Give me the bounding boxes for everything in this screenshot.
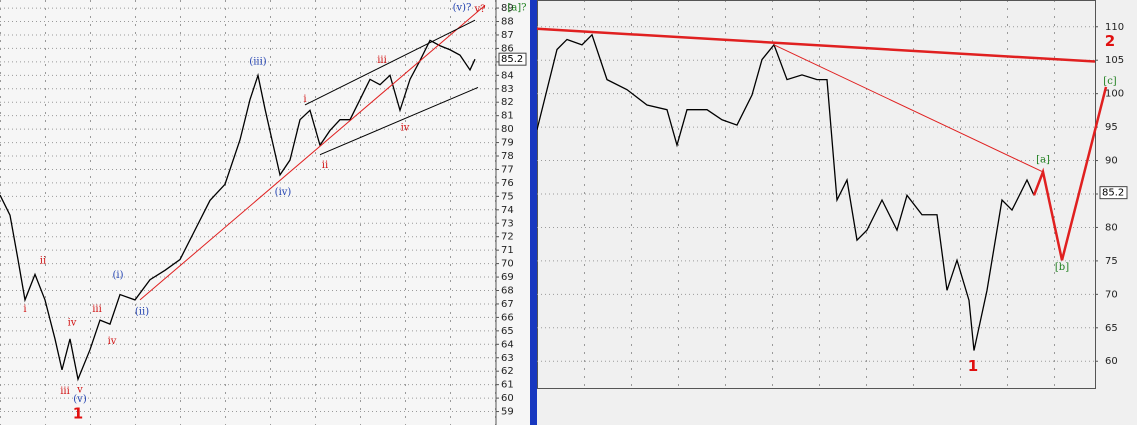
wave-label: [a] [1036,154,1050,165]
y-tick-label: 69 [501,272,514,283]
y-tick-label: 73 [501,218,514,229]
y-tick-label: 74 [501,205,514,216]
y-tick-label: 65 [1105,323,1118,334]
y-tick-label: 68 [501,286,514,297]
y-tick-label: 59 [501,407,514,418]
y-tick-label: 62 [501,366,514,377]
y-tick-label: 64 [501,339,514,350]
plot-area [0,39,476,382]
y-tick-label: 67 [501,299,514,310]
y-tick-label: 78 [501,151,514,162]
y-tick-label: 75 [501,191,514,202]
wave-label: iv [108,336,117,347]
last-price-label: 85.2 [1102,188,1124,199]
y-tick-label: 65 [501,326,514,337]
y-tick-label: 71 [501,245,514,256]
last-price-box [498,52,527,66]
y-tick-label: 89 [501,3,514,14]
y-tick-label: 60 [1105,356,1118,367]
wave-label: (v)? [453,3,472,14]
y-tick-label: 81 [501,111,514,122]
y-tick-label: 77 [501,164,514,175]
trend-line [536,27,1096,63]
wave-label: (i) [112,270,123,281]
wave-label: i [23,304,26,315]
wave-label: iii [377,55,387,66]
wave-label: ii [322,160,328,171]
price-line [0,39,476,382]
wave-label: (v) [73,394,87,405]
y-tick-label: 82 [501,97,514,108]
y-tick-label: 70 [1105,289,1118,300]
y-tick-label: 100 [1105,89,1124,100]
wave-label: (ii) [135,307,149,318]
y-tick-label: 66 [501,312,514,323]
wave-label: v [76,385,83,396]
wave-label: [b] [1055,262,1069,273]
wave-label: [c] [1103,76,1117,87]
left-vgrid [0,0,496,425]
wave-label: iii [92,304,102,315]
wave-label: iv [68,317,77,328]
y-tick-label: 61 [501,380,514,391]
y-tick-label: 86 [501,43,514,54]
trend-line [304,19,476,106]
y-tick-label: 76 [501,178,514,189]
y-tick-label: 63 [501,353,514,364]
left-chart: 59 60 61 62 63 64 65 66 67 68 69 70 71 72 73 74 75 76 77 78… [0,3,527,423]
wave-label: ii [40,255,46,266]
y-tick-label: 90 [1105,156,1118,167]
wave-label: i [303,94,306,105]
wave-label: iv [401,122,410,133]
trend-line [139,4,486,301]
trend-line [1032,86,1108,261]
wave-label: 1 [968,357,978,375]
wave-label: v? [473,4,485,15]
y-tick-label: 79 [501,138,514,149]
y-tick-label: 72 [501,232,514,243]
wave-label: (iii) [249,56,266,67]
y-tick-label: 75 [1105,256,1118,267]
y-tick-label: 70 [501,259,514,270]
last-price-box [1099,186,1128,200]
y-tick-label: 80 [501,124,514,135]
wave-label: 2 [1105,32,1115,50]
y-tick-label: 95 [1105,122,1118,133]
plot-area [537,33,1035,351]
separator [530,0,537,425]
y-tick-label: 87 [501,30,514,41]
y-tick-label: 80 [1105,222,1118,233]
price-line [537,33,1035,351]
y-tick-label: 83 [501,84,514,95]
trend-line [319,86,479,156]
wave-label: 1 [73,405,83,423]
y-tick-label: 60 [501,393,514,404]
trend-line [773,44,1044,173]
wave-label: [a]? [507,3,526,14]
right-vgrid [537,0,1095,388]
y-tick-label: 110 [1105,22,1124,33]
y-tick-label: 84 [501,70,514,81]
wave-label: iii [60,386,70,397]
y-tick-label: 88 [501,17,514,28]
last-price-label: 85.2 [501,54,523,65]
wave-label: (iv) [275,187,292,198]
y-tick-label: 105 [1105,55,1124,66]
